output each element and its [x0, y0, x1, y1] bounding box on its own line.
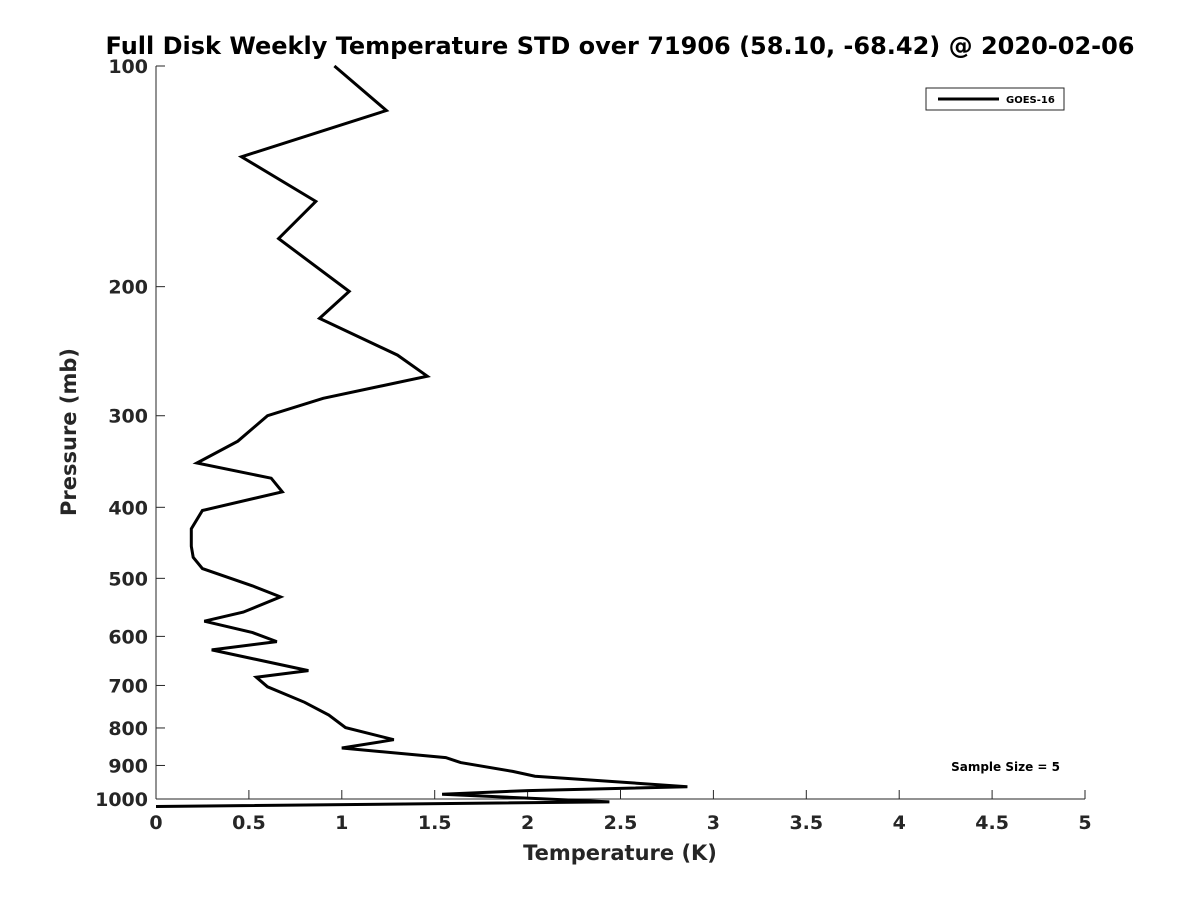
legend-label-goes-16: GOES-16: [1006, 95, 1055, 106]
y-axis-ticks: 100 200 300 400 500 600 700 800 900 1000: [95, 56, 165, 811]
y-tick-label: 800: [108, 718, 148, 740]
y-tick-label: 500: [108, 568, 148, 590]
y-tick-label: 300: [108, 406, 148, 428]
y-tick-label: 600: [108, 626, 148, 648]
sample-size-annotation: Sample Size = 5: [951, 760, 1060, 774]
x-tick-label: 3.5: [789, 812, 823, 834]
y-tick-label: 700: [108, 675, 148, 697]
x-tick-label: 5: [1078, 812, 1091, 834]
x-tick-label: 4: [893, 812, 906, 834]
x-tick-label: 2.5: [604, 812, 638, 834]
y-tick-label: 400: [108, 497, 148, 519]
x-axis-ticks: 0 0.5 1 1.5 2 2.5 3 3.5 4 4.5 5: [149, 790, 1092, 834]
y-tick-label: 1000: [95, 789, 148, 811]
x-tick-label: 2: [521, 812, 534, 834]
x-tick-label: 4.5: [975, 812, 1009, 834]
x-tick-label: 0: [149, 812, 162, 834]
legend: GOES-16: [925, 87, 1065, 111]
chart-title: Full Disk Weekly Temperature STD over 71…: [106, 32, 1135, 60]
x-tick-label: 1: [335, 812, 348, 834]
x-tick-label: 1.5: [418, 812, 452, 834]
y-tick-label: 900: [108, 755, 148, 777]
y-axis-label: Pressure (mb): [57, 348, 81, 516]
x-axis-label: Temperature (K): [523, 841, 717, 865]
series-line-goes-16: [155, 64, 688, 808]
y-tick-label: 200: [108, 277, 148, 299]
y-tick-label: 100: [108, 56, 148, 78]
x-tick-label: 0.5: [232, 812, 266, 834]
x-tick-label: 3: [707, 812, 720, 834]
